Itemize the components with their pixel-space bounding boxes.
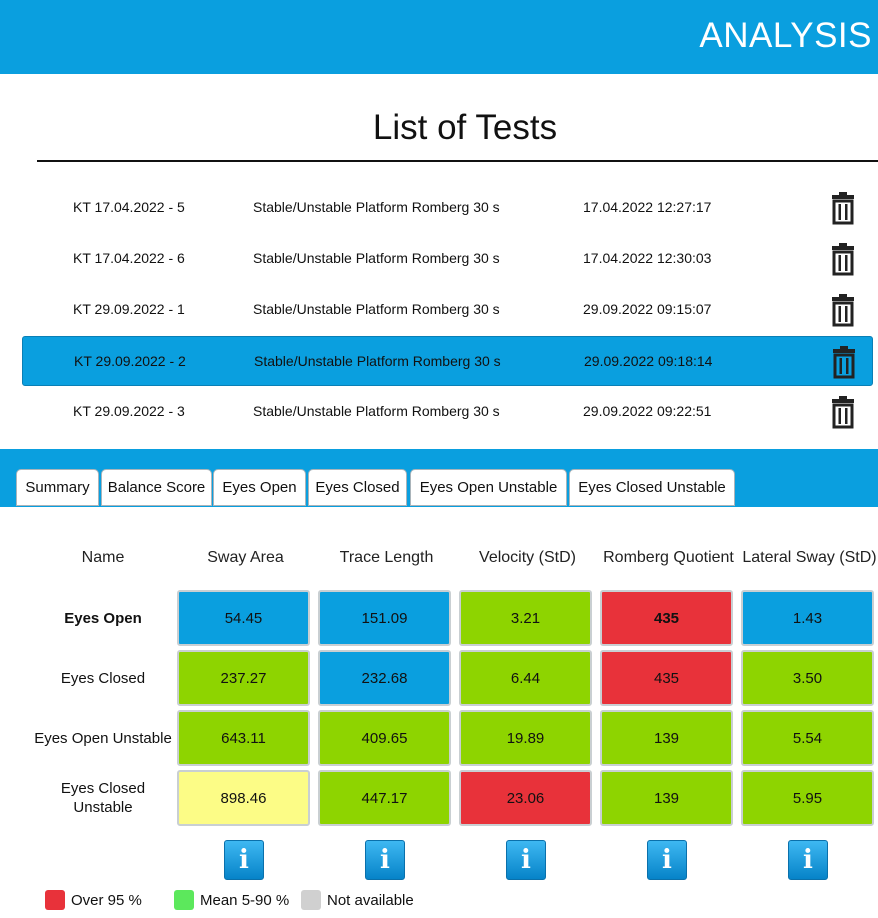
metric-cell: 139 xyxy=(600,770,733,826)
test-type: Stable/Unstable Platform Romberg 30 s xyxy=(253,301,500,317)
metric-cell: 23.06 xyxy=(459,770,592,826)
column-header: Sway Area xyxy=(207,549,284,566)
row-label: Eyes Open Unstable xyxy=(34,729,172,747)
metric-cell: 139 xyxy=(600,710,733,766)
info-icon[interactable]: i xyxy=(788,840,828,880)
test-row[interactable]: KT 17.04.2022 - 5 Stable/Unstable Platfor… xyxy=(22,183,873,233)
test-datetime: 17.04.2022 12:30:03 xyxy=(583,250,712,266)
metric-cell: 898.46 xyxy=(177,770,310,826)
metric-cell: 435 xyxy=(600,590,733,646)
column-header-name: Name xyxy=(81,549,125,566)
test-name: KT 29.09.2022 - 1 xyxy=(73,301,185,317)
metric-cell: 6.44 xyxy=(459,650,592,706)
metric-cell: 5.95 xyxy=(741,770,874,826)
metric-cell: 1.43 xyxy=(741,590,874,646)
tab-balance-score[interactable]: Balance Score xyxy=(101,469,212,506)
header-bar: ANALYSIS xyxy=(0,0,878,74)
trash-icon[interactable] xyxy=(831,395,855,429)
tab-eyes-open-unstable[interactable]: Eyes Open Unstable xyxy=(410,469,567,506)
test-name: KT 17.04.2022 - 5 xyxy=(73,199,185,215)
trash-icon[interactable] xyxy=(831,242,855,276)
legend-item: Over 95 % xyxy=(45,889,142,911)
legend-label: Not available xyxy=(327,891,414,909)
trash-icon[interactable] xyxy=(831,191,855,225)
column-header: Romberg Quotient xyxy=(603,549,734,566)
metric-cell: 3.21 xyxy=(459,590,592,646)
legend-label: Mean 5-90 % xyxy=(200,891,290,909)
info-icon[interactable]: i xyxy=(506,840,546,880)
metric-cell: 643.11 xyxy=(177,710,310,766)
legend-swatch xyxy=(45,890,65,910)
test-name: KT 29.09.2022 - 3 xyxy=(73,403,185,419)
column-header: Velocity (StD) xyxy=(479,549,576,566)
row-label: Eyes Open xyxy=(64,609,142,627)
list-title: List of Tests xyxy=(372,108,558,147)
tab-summary[interactable]: Summary xyxy=(16,469,99,506)
metric-cell: 3.50 xyxy=(741,650,874,706)
tab-eyes-closed-unstable[interactable]: Eyes Closed Unstable xyxy=(569,469,735,506)
metric-cell: 409.65 xyxy=(318,710,451,766)
info-icon[interactable]: i xyxy=(224,840,264,880)
trash-icon[interactable] xyxy=(832,345,856,379)
metric-cell: 232.68 xyxy=(318,650,451,706)
test-datetime: 17.04.2022 12:27:17 xyxy=(583,199,712,215)
legend-item: Mean 5-90 % xyxy=(174,889,289,911)
column-header: Lateral Sway (StD) xyxy=(742,549,877,566)
legend-item: Not available xyxy=(301,889,414,911)
test-name: KT 29.09.2022 - 2 xyxy=(74,353,186,369)
metric-cell: 151.09 xyxy=(318,590,451,646)
test-name: KT 17.04.2022 - 6 xyxy=(73,250,185,266)
metric-cell: 237.27 xyxy=(177,650,310,706)
row-label: Eyes Closed xyxy=(60,669,146,687)
metric-cell: 5.54 xyxy=(741,710,874,766)
tab-eyes-open[interactable]: Eyes Open xyxy=(213,469,306,506)
test-type: Stable/Unstable Platform Romberg 30 s xyxy=(253,199,500,215)
info-icon[interactable]: i xyxy=(647,840,687,880)
metric-cell: 19.89 xyxy=(459,710,592,766)
test-type: Stable/Unstable Platform Romberg 30 s xyxy=(253,403,500,419)
test-row[interactable]: KT 29.09.2022 - 3 Stable/Unstable Platfor… xyxy=(22,387,873,437)
trash-icon[interactable] xyxy=(831,293,855,327)
tab-eyes-closed[interactable]: Eyes Closed xyxy=(308,469,407,506)
test-type: Stable/Unstable Platform Romberg 30 s xyxy=(254,353,501,369)
metric-cell: 54.45 xyxy=(177,590,310,646)
test-datetime: 29.09.2022 09:22:51 xyxy=(583,403,712,419)
test-datetime: 29.09.2022 09:15:07 xyxy=(583,301,712,317)
column-header: Trace Length xyxy=(339,549,434,566)
divider xyxy=(37,160,878,162)
page-title: ANALYSIS xyxy=(699,16,872,55)
metric-cell: 435 xyxy=(600,650,733,706)
legend-swatch xyxy=(174,890,194,910)
legend-swatch xyxy=(301,890,321,910)
row-label: Eyes Closed Unstable xyxy=(60,780,146,816)
legend-label: Over 95 % xyxy=(71,891,142,909)
metric-cell: 447.17 xyxy=(318,770,451,826)
tab-bar: Summary Balance Score Eyes Open Eyes Closed… xyxy=(0,449,878,507)
info-icon[interactable]: i xyxy=(365,840,405,880)
test-row[interactable]: KT 29.09.2022 - 1 Stable/Unstable Platfor… xyxy=(22,285,873,335)
test-datetime: 29.09.2022 09:18:14 xyxy=(584,353,713,369)
test-row[interactable]: KT 29.09.2022 - 2 Stable/Unstable Platfor… xyxy=(22,336,873,386)
test-type: Stable/Unstable Platform Romberg 30 s xyxy=(253,250,500,266)
test-row[interactable]: KT 17.04.2022 - 6 Stable/Unstable Platfor… xyxy=(22,234,873,284)
